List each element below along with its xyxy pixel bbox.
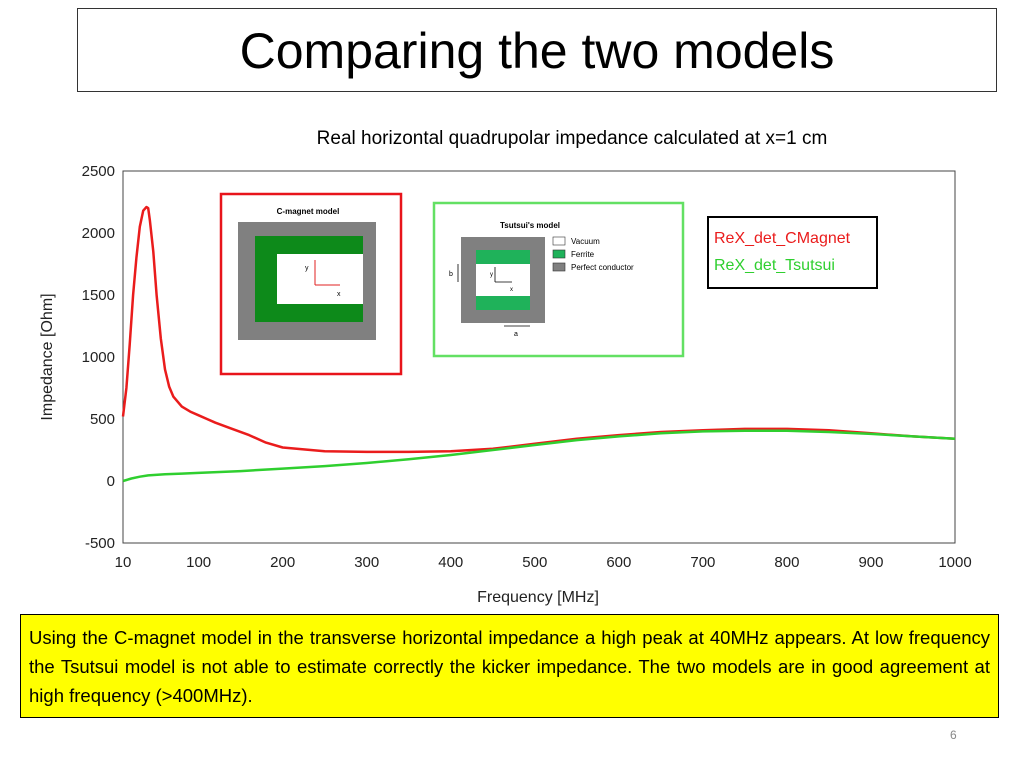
tsutsui-legend-vacuum: Vacuum (571, 237, 600, 246)
x-tick-label: 1000 (938, 554, 971, 571)
x-tick-label: 800 (774, 554, 799, 571)
impedance-chart: 10 100 200 300 400 500 600 700 800 900 1000 -500 0 50… (39, 163, 972, 606)
tsutsui-vacuum (476, 264, 530, 296)
x-tick-label: 600 (606, 554, 631, 571)
chart-legend: ReX_det_CMagnet ReX_det_Tsutsui (707, 216, 878, 289)
tsutsui-inset: Tsutsui's model y x b a Vacuum Ferrite P… (432, 201, 685, 358)
x-tick-label: 300 (354, 554, 379, 571)
x-tick-label: 900 (858, 554, 883, 571)
y-tick-label: -500 (85, 535, 115, 552)
cmagnet-inset-title: C-magnet model (277, 207, 340, 216)
title-box: Comparing the two models (77, 8, 997, 92)
legend-entry-tsutsui: ReX_det_Tsutsui (714, 257, 835, 274)
tsutsui-x-label: x (510, 287, 513, 293)
cmagnet-gap (277, 254, 363, 304)
page-number: 6 (950, 728, 957, 742)
y-tick-label: 500 (90, 411, 115, 428)
cmagnet-x-label: x (337, 291, 341, 298)
legend-frame (707, 216, 878, 289)
tsutsui-a-label: a (514, 331, 518, 338)
y-tick-label: 1500 (82, 287, 115, 304)
tsutsui-ferrite-bottom (476, 296, 530, 310)
x-tick-label: 500 (522, 554, 547, 571)
tsutsui-legend-ferrite: Ferrite (571, 250, 595, 259)
legend-entry-cmagnet: ReX_det_CMagnet (714, 230, 851, 247)
y-axis-label: Impedance [Ohm] (39, 293, 56, 420)
y-tick-label: 0 (107, 473, 115, 490)
series-line-tsutsui (122, 429, 956, 483)
series-line-cmagnet (121, 205, 956, 454)
chart-subtitle: Real horizontal quadrupolar impedance ca… (316, 128, 828, 149)
x-tick-label: 200 (270, 554, 295, 571)
tsutsui-b-label: b (449, 271, 453, 278)
chart-lines (121, 205, 956, 483)
tsutsui-legend-ferrite-swatch (552, 249, 566, 259)
x-axis-label: Frequency [MHz] (477, 589, 599, 606)
y-tick-label: 2000 (82, 225, 115, 242)
y-tick-label: 1000 (82, 349, 115, 366)
chart-ticks: 10 100 200 300 400 500 600 700 800 900 1000 -500 0 50… (82, 163, 972, 571)
tsutsui-legend-vacuum-swatch (552, 236, 566, 246)
y-tick-label: 2500 (82, 163, 115, 180)
summary-note: Using the C-magnet model in the transver… (20, 614, 999, 718)
tsutsui-legend-conductor: Perfect conductor (571, 263, 634, 272)
tsutsui-inset-title: Tsutsui's model (500, 221, 560, 230)
cmagnet-y-label: y (305, 265, 309, 272)
slide-title: Comparing the two models (239, 23, 835, 79)
x-tick-label: 10 (115, 554, 132, 571)
tsutsui-legend-conductor-swatch (552, 262, 566, 272)
x-tick-label: 400 (438, 554, 463, 571)
tsutsui-ferrite-top (476, 250, 530, 264)
x-tick-label: 700 (690, 554, 715, 571)
tsutsui-y-label: y (490, 272, 493, 278)
x-tick-label: 100 (186, 554, 211, 571)
cmagnet-inset: C-magnet model y x (219, 192, 403, 376)
